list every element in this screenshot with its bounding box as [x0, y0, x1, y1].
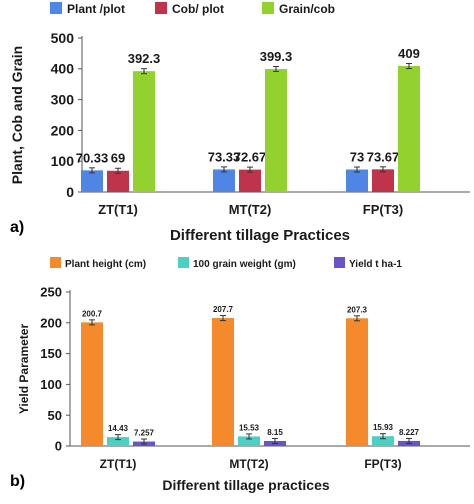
- data-label: 14.43: [108, 424, 129, 433]
- legend-label: Plant height (cm): [65, 259, 146, 270]
- bar: [213, 169, 235, 192]
- legend-swatch: [50, 2, 62, 14]
- error-bar: [272, 437, 278, 444]
- y-tick-label: 100: [51, 153, 75, 169]
- error-bar: [89, 167, 95, 174]
- error-bar: [406, 437, 412, 444]
- x-tick-label: FP(T3): [364, 457, 401, 471]
- legend: Plant height (cm) 100 grain weight (gm) Yi…: [50, 257, 402, 270]
- x-tick-label: FP(T3): [363, 202, 403, 217]
- legend-item: Cob/ plot: [155, 2, 224, 16]
- y-tick-label: 250: [40, 285, 62, 300]
- data-label: 73.67: [367, 149, 400, 164]
- error-bar: [354, 315, 360, 322]
- data-label: 69: [111, 151, 125, 166]
- legend-label: 100 grain weight (gm): [193, 259, 296, 270]
- legend-label: Plant /plot: [67, 2, 125, 16]
- data-label: 70.33: [76, 150, 109, 165]
- x-tick-label: MT(T2): [229, 457, 268, 471]
- error-bar: [141, 438, 147, 445]
- bar: [346, 318, 368, 446]
- legend-label: Yield t ha-1: [349, 259, 402, 270]
- data-label: 8.15: [267, 428, 283, 437]
- legend-swatch: [50, 257, 61, 268]
- data-label: 200.7: [82, 309, 103, 318]
- y-tick-label: 100: [40, 377, 62, 392]
- data-label: 8.227: [399, 428, 420, 437]
- bar: [398, 66, 420, 192]
- panel-label: a): [10, 219, 24, 236]
- error-bar: [380, 166, 386, 173]
- y-axis-title: Yield Parameter: [17, 324, 31, 415]
- legend-item: 100 grain weight (gm): [178, 257, 296, 270]
- bar: [372, 436, 394, 446]
- x-axis-title: Different tillage Practices: [170, 227, 350, 244]
- bar: [107, 437, 129, 446]
- x-tick-label: ZT(T1): [100, 457, 137, 471]
- data-label: 7.257: [134, 429, 155, 438]
- bar: [81, 170, 103, 192]
- x-axis-title: Different tillage practices: [162, 477, 329, 493]
- bar: [238, 436, 260, 446]
- error-bar: [221, 166, 227, 173]
- bar: [133, 71, 155, 192]
- data-label: 73: [350, 150, 364, 165]
- legend-swatch: [334, 257, 345, 268]
- bar: [81, 322, 103, 446]
- error-bar: [354, 166, 360, 173]
- data-label: 207.7: [213, 305, 234, 314]
- panel-a: Plant /plot Cob/ plot Grain/cob 0 100 200 300 4…: [9, 2, 470, 244]
- legend-swatch: [155, 2, 167, 14]
- bar: [265, 69, 287, 192]
- y-tick-label: 0: [66, 184, 74, 200]
- error-bar: [246, 433, 252, 440]
- legend-swatch: [178, 257, 189, 268]
- data-label: 73.33: [208, 149, 241, 164]
- y-tick-label: 500: [51, 30, 75, 46]
- data-label: 399.3: [260, 49, 293, 64]
- y-tick-label: 200: [51, 122, 75, 138]
- legend-item: Yield t ha-1: [334, 257, 402, 270]
- x-tick-label: MT(T2): [229, 202, 272, 217]
- data-label: 15.93: [373, 423, 394, 432]
- y-axis-title: Plant, Cob and Grain: [9, 46, 25, 184]
- panel-b: Plant height (cm) 100 grain weight (gm) Yi…: [10, 257, 470, 493]
- error-bar: [273, 66, 279, 73]
- legend-item: Plant height (cm): [50, 257, 146, 270]
- bar: [346, 169, 368, 192]
- error-bar: [115, 434, 121, 441]
- bar: [372, 169, 394, 192]
- y-tick-label: 0: [55, 439, 62, 454]
- y-tick-label: 50: [48, 408, 62, 423]
- legend-item: Plant /plot: [50, 2, 125, 16]
- y-tick-label: 200: [40, 315, 62, 330]
- y-tick-label: 150: [40, 346, 62, 361]
- legend-label: Grain/cob: [279, 2, 335, 16]
- x-tick-label: ZT(T1): [98, 202, 138, 217]
- legend-item: Grain/cob: [262, 2, 335, 16]
- data-label: 392.3: [128, 51, 161, 66]
- data-label: 207.3: [347, 305, 368, 314]
- panel-label: b): [10, 473, 25, 490]
- error-bar: [380, 433, 386, 440]
- error-bar: [89, 319, 95, 326]
- y-tick-label: 300: [51, 92, 75, 108]
- error-bar: [406, 63, 412, 70]
- legend: Plant /plot Cob/ plot Grain/cob: [50, 2, 335, 16]
- data-label: 72.67: [234, 150, 267, 165]
- error-bar: [247, 166, 253, 173]
- bar: [107, 170, 129, 192]
- legend-swatch: [262, 2, 274, 14]
- error-bar: [220, 315, 226, 322]
- data-label: 409: [398, 46, 420, 61]
- error-bar: [141, 68, 147, 75]
- bar: [239, 169, 261, 192]
- bar: [212, 318, 234, 446]
- legend-label: Cob/ plot: [172, 2, 224, 16]
- data-label: 15.53: [239, 423, 260, 432]
- error-bar: [115, 167, 121, 174]
- y-tick-label: 400: [51, 61, 75, 77]
